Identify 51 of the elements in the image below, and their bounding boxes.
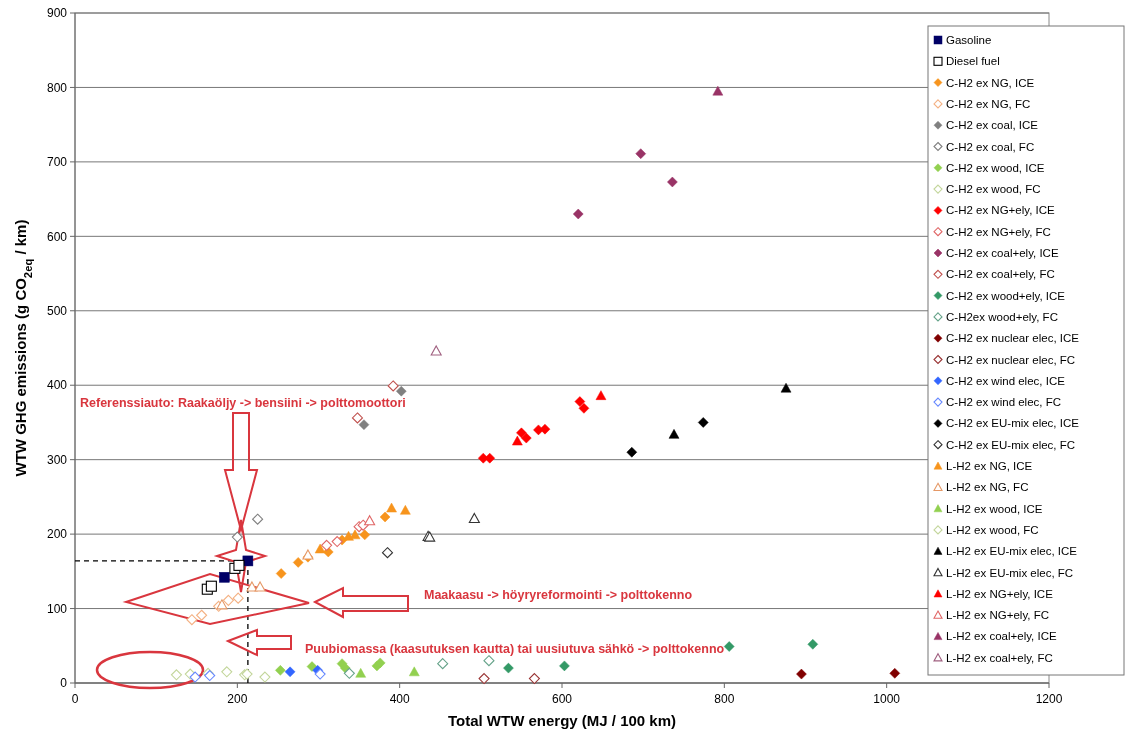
legend-label: L-H2 ex NG+ely, FC xyxy=(946,609,1049,622)
y-tick-label: 400 xyxy=(46,378,68,393)
y-tick-label: 0 xyxy=(60,676,68,691)
legend-label: L-H2 ex coal+ely, ICE xyxy=(946,630,1058,643)
legend-label: C-H2 ex wood, FC xyxy=(946,183,1041,196)
x-tick-label: 1000 xyxy=(873,692,901,706)
legend-label: C-H2 ex nuclear elec, FC xyxy=(946,353,1076,366)
x-tick-label: 400 xyxy=(389,692,410,706)
annotation: Puubiomassa (kaasutuksen kautta) tai uusiutuva sähkö -> polttokenno xyxy=(305,642,725,656)
legend-label: Diesel fuel xyxy=(946,55,1000,68)
legend-label: C-H2 ex coal+ely, FC xyxy=(946,268,1055,281)
legend-label: L-H2 ex NG+ely, ICE xyxy=(946,587,1054,600)
y-tick-label: 200 xyxy=(46,527,68,542)
legend-label: Gasoline xyxy=(946,34,992,47)
y-tick-label: 500 xyxy=(46,303,68,318)
legend-label: C-H2 ex wind elec, FC xyxy=(946,396,1062,409)
legend-label: C-H2 ex coal, ICE xyxy=(946,119,1039,132)
legend-label: C-H2 ex EU-mix elec, ICE xyxy=(946,417,1080,430)
y-tick-label: 700 xyxy=(46,155,68,170)
legend-label: C-H2 ex NG+ely, ICE xyxy=(946,204,1056,217)
y-tick-label: 800 xyxy=(46,80,68,95)
legend-label: L-H2 ex coal+ely, FC xyxy=(946,651,1053,664)
y-tick-label: 600 xyxy=(46,229,68,244)
x-tick-label: 1200 xyxy=(1035,692,1063,706)
legend-label: L-H2 ex EU-mix elec, ICE xyxy=(946,545,1078,558)
legend-label: L-H2 ex wood, FC xyxy=(946,523,1039,536)
y-tick-label: 900 xyxy=(46,6,68,21)
legend-label: C-H2 ex wind elec, ICE xyxy=(946,374,1066,387)
x-tick-label: 0 xyxy=(71,692,79,706)
legend-label: C-H2 ex coal+ely, ICE xyxy=(946,247,1059,260)
x-tick-label: 800 xyxy=(714,692,735,706)
legend-label: C-H2 ex NG, ICE xyxy=(946,76,1035,89)
x-axis-title: Total WTW energy (MJ / 100 km) xyxy=(447,712,677,729)
legend-label: L-H2 ex NG, ICE xyxy=(946,460,1033,473)
y-tick-label: 100 xyxy=(46,601,68,616)
legend-label: L-H2 ex EU-mix elec, FC xyxy=(946,566,1074,579)
legend-label: C-H2 ex NG+ely, FC xyxy=(946,225,1051,238)
legend-label: C-H2ex wood+ely, FC xyxy=(946,310,1058,323)
legend-label: C-H2 ex EU-mix elec, FC xyxy=(946,438,1076,451)
annotation: Referenssiauto: Raakaöljy -> bensiini -> polttomoottori xyxy=(80,396,406,410)
x-tick-label: 200 xyxy=(227,692,248,706)
legend-label: L-H2 ex NG, FC xyxy=(946,481,1029,494)
legend-label: C-H2 ex NG, FC xyxy=(946,97,1031,110)
x-tick-label: 600 xyxy=(551,692,573,706)
annotation: Maakaasu -> höyryreformointi -> polttokenno xyxy=(424,588,693,602)
legend-label: C-H2 ex wood+ely, ICE xyxy=(946,289,1066,302)
legend-label: L-H2 ex wood, ICE xyxy=(946,502,1043,515)
legend-label: C-H2 ex nuclear elec, ICE xyxy=(946,332,1080,345)
y-tick-label: 300 xyxy=(46,452,68,467)
legend-label: C-H2 ex wood, ICE xyxy=(946,161,1045,174)
legend-label: C-H2 ex coal, FC xyxy=(946,140,1035,153)
